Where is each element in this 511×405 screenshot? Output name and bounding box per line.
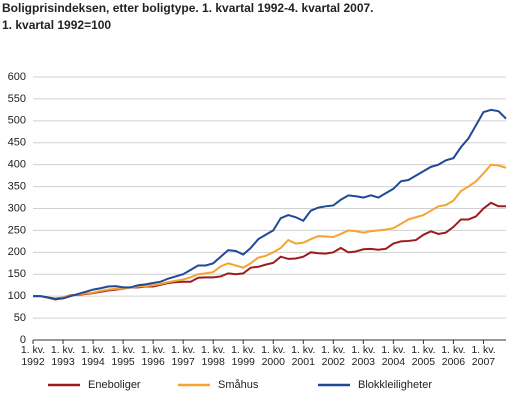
x-tick-label: 1. kv. 2000	[261, 344, 286, 368]
x-tick-label: 1. kv. 2004	[381, 344, 406, 368]
x-tick-label: 1. kv. 1996	[140, 344, 166, 368]
y-tick-label: 600	[8, 71, 26, 83]
chart-title: Boligprisindeksen, etter boligtype. 1. k…	[2, 1, 374, 15]
y-tick-label: 400	[8, 159, 26, 171]
y-tick-label: 250	[8, 224, 26, 236]
x-tick-label: 1. kv. 2007	[471, 344, 496, 368]
legend-label: Blokkleiligheter	[358, 379, 432, 391]
x-tick-label: 1. kv. 1999	[231, 344, 256, 368]
y-tick-label: 0	[20, 334, 26, 346]
x-tick-label: 1. kv. 1994	[80, 344, 106, 368]
series-line	[33, 108, 507, 301]
legend-label: Eneboliger	[88, 379, 141, 391]
y-tick-label: 300	[8, 202, 26, 214]
y-tick-label: 450	[8, 137, 26, 149]
x-tick-label: 1. kv. 1993	[50, 344, 76, 368]
x-tick-label: 1. kv. 2001	[291, 344, 316, 368]
x-tick-label: 1. kv. 2002	[321, 344, 346, 368]
series-line	[33, 163, 507, 301]
y-tick-label: 50	[14, 312, 26, 324]
x-tick-label: 1. kv. 1992	[20, 344, 46, 368]
y-tick-label: 150	[8, 268, 26, 280]
legend-label: Småhus	[218, 379, 259, 391]
x-tick-label: 1. kv. 2006	[441, 344, 466, 368]
x-tick-label: 1. kv. 2003	[351, 344, 376, 368]
y-tick-label: 200	[8, 246, 26, 258]
y-tick-label: 350	[8, 180, 26, 192]
x-tick-label: 1. kv. 1997	[171, 344, 196, 368]
y-tick-label: 550	[8, 93, 26, 105]
x-tick-label: 1. kv. 2005	[411, 344, 436, 368]
y-tick-label: 100	[8, 290, 26, 302]
x-tick-label: 1. kv. 1998	[201, 344, 226, 368]
y-tick-label: 500	[8, 115, 26, 127]
x-tick-label: 1. kv. 1995	[110, 344, 136, 368]
series-line	[33, 201, 506, 300]
chart-subtitle: 1. kvartal 1992=100	[2, 18, 111, 32]
